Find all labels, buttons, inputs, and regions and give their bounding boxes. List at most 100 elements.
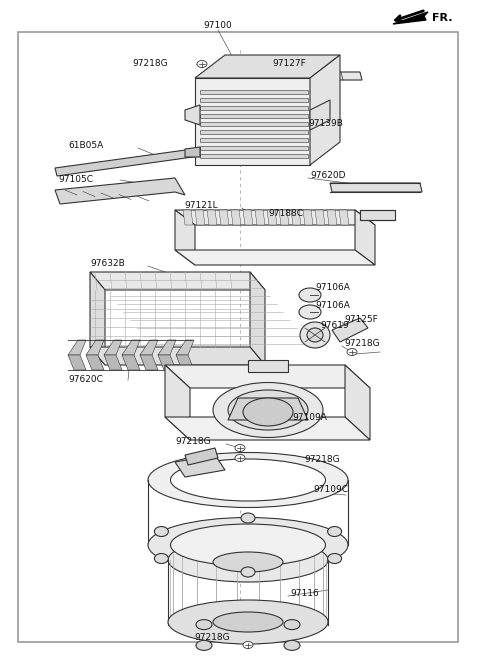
Polygon shape — [355, 210, 375, 265]
Polygon shape — [176, 355, 194, 370]
Ellipse shape — [300, 322, 330, 348]
Text: 97105C: 97105C — [58, 175, 93, 185]
Polygon shape — [310, 55, 340, 165]
Text: 97620C: 97620C — [68, 376, 103, 384]
Text: 61B05A: 61B05A — [68, 141, 103, 150]
Polygon shape — [195, 78, 310, 165]
Polygon shape — [200, 106, 308, 110]
Polygon shape — [175, 455, 225, 477]
Text: 97619: 97619 — [320, 321, 349, 330]
Polygon shape — [339, 210, 349, 225]
Polygon shape — [185, 147, 200, 157]
Ellipse shape — [284, 620, 300, 629]
Text: 97116: 97116 — [290, 589, 319, 599]
Ellipse shape — [155, 526, 168, 537]
Ellipse shape — [170, 524, 325, 566]
Polygon shape — [393, 12, 428, 24]
Polygon shape — [195, 210, 205, 225]
Text: 97188C: 97188C — [268, 210, 303, 219]
Polygon shape — [267, 210, 277, 225]
Polygon shape — [310, 100, 330, 130]
Text: 97125F: 97125F — [344, 315, 378, 325]
Ellipse shape — [299, 305, 321, 319]
Text: 97218G: 97218G — [132, 60, 168, 68]
Polygon shape — [327, 210, 337, 225]
Polygon shape — [207, 210, 217, 225]
Polygon shape — [165, 417, 370, 440]
Polygon shape — [345, 365, 370, 440]
Ellipse shape — [228, 390, 308, 430]
Polygon shape — [86, 340, 104, 355]
Text: 97127F: 97127F — [272, 60, 306, 68]
Ellipse shape — [213, 612, 283, 632]
Ellipse shape — [168, 600, 328, 644]
Polygon shape — [195, 55, 340, 78]
Polygon shape — [228, 398, 308, 420]
Polygon shape — [200, 154, 308, 158]
Polygon shape — [175, 250, 375, 265]
Text: 97121L: 97121L — [184, 202, 217, 210]
Polygon shape — [90, 272, 105, 365]
Polygon shape — [55, 178, 185, 204]
Ellipse shape — [299, 288, 321, 302]
Polygon shape — [200, 98, 308, 102]
Polygon shape — [185, 448, 218, 465]
Text: 97620D: 97620D — [310, 171, 346, 181]
Polygon shape — [140, 340, 158, 355]
Text: FR.: FR. — [432, 13, 453, 23]
Ellipse shape — [284, 641, 300, 650]
Ellipse shape — [241, 567, 255, 577]
Polygon shape — [158, 340, 176, 355]
Ellipse shape — [213, 382, 323, 438]
Ellipse shape — [148, 453, 348, 507]
Ellipse shape — [347, 348, 357, 355]
Polygon shape — [122, 340, 140, 355]
Polygon shape — [165, 365, 190, 440]
Ellipse shape — [155, 553, 168, 564]
Polygon shape — [250, 272, 265, 365]
Ellipse shape — [243, 641, 253, 648]
Polygon shape — [90, 272, 265, 290]
Polygon shape — [185, 105, 200, 125]
Text: 97218G: 97218G — [304, 455, 340, 464]
Text: 97218G: 97218G — [194, 633, 229, 643]
Polygon shape — [200, 114, 308, 118]
Polygon shape — [231, 210, 241, 225]
Ellipse shape — [213, 552, 283, 572]
Text: 97632B: 97632B — [90, 260, 125, 269]
Polygon shape — [303, 210, 313, 225]
Ellipse shape — [170, 459, 325, 501]
Text: 97106A: 97106A — [315, 300, 350, 309]
Text: 97109A: 97109A — [292, 413, 327, 422]
Text: 97106A: 97106A — [315, 284, 350, 292]
Polygon shape — [255, 72, 362, 80]
Text: 97109C: 97109C — [313, 486, 348, 495]
Ellipse shape — [243, 398, 293, 426]
Polygon shape — [200, 90, 308, 94]
Polygon shape — [68, 340, 86, 355]
Polygon shape — [122, 355, 140, 370]
Ellipse shape — [328, 553, 342, 564]
Polygon shape — [140, 355, 158, 370]
Ellipse shape — [196, 641, 212, 650]
Polygon shape — [248, 360, 288, 372]
Polygon shape — [200, 130, 308, 134]
Text: 97218G: 97218G — [344, 340, 380, 348]
Polygon shape — [200, 122, 308, 126]
Polygon shape — [55, 148, 200, 176]
Polygon shape — [104, 340, 122, 355]
Polygon shape — [360, 210, 395, 220]
Polygon shape — [158, 355, 176, 370]
Polygon shape — [243, 210, 253, 225]
Ellipse shape — [168, 538, 328, 582]
Polygon shape — [332, 318, 368, 342]
Polygon shape — [176, 340, 194, 355]
Ellipse shape — [197, 60, 207, 68]
Polygon shape — [279, 210, 289, 225]
Polygon shape — [90, 347, 265, 365]
Ellipse shape — [307, 328, 323, 342]
Polygon shape — [86, 355, 104, 370]
Ellipse shape — [235, 445, 245, 451]
Polygon shape — [200, 138, 308, 142]
Polygon shape — [315, 210, 325, 225]
